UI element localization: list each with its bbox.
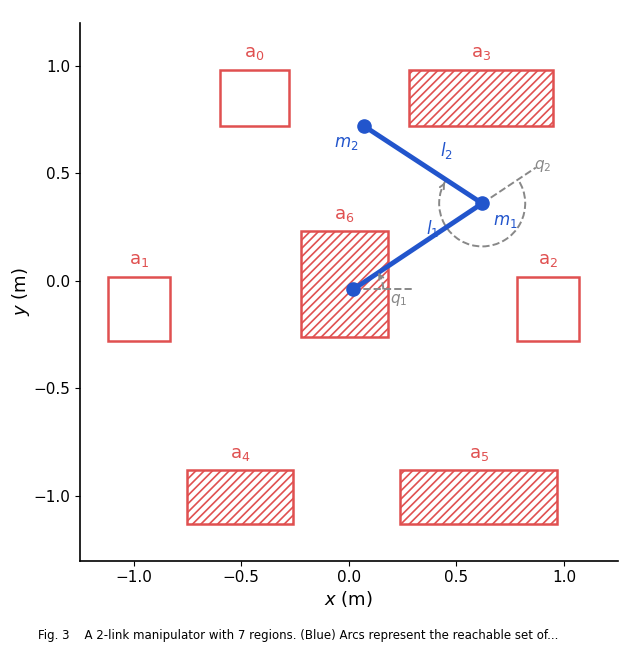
X-axis label: $x$ (m): $x$ (m) xyxy=(324,590,373,609)
Text: $l_2$: $l_2$ xyxy=(440,140,453,161)
Text: Fig. 3    A 2-link manipulator with 7 regions. (Blue) Arcs represent the reachab: Fig. 3 A 2-link manipulator with 7 regio… xyxy=(38,629,559,642)
Text: $\mathrm{a}_{1}$: $\mathrm{a}_{1}$ xyxy=(129,251,149,269)
Text: $\mathrm{a}_{3}$: $\mathrm{a}_{3}$ xyxy=(471,45,491,62)
Bar xyxy=(409,70,553,126)
Text: $\mathrm{a}_{0}$: $\mathrm{a}_{0}$ xyxy=(244,45,264,62)
Text: $m_1$: $m_1$ xyxy=(493,212,518,230)
Bar xyxy=(188,470,293,524)
Text: $\mathrm{a}_{6}$: $\mathrm{a}_{6}$ xyxy=(334,206,355,224)
Text: $\mathrm{a}_{4}$: $\mathrm{a}_{4}$ xyxy=(230,445,250,463)
Bar xyxy=(220,70,289,126)
Text: $q_2$: $q_2$ xyxy=(534,158,551,174)
Text: $m_2$: $m_2$ xyxy=(333,134,358,152)
Point xyxy=(359,121,369,131)
Y-axis label: $y$ (m): $y$ (m) xyxy=(10,267,32,316)
Text: $l_1$: $l_1$ xyxy=(426,218,439,238)
Text: $\mathrm{a}_{2}$: $\mathrm{a}_{2}$ xyxy=(538,251,558,269)
Point xyxy=(477,198,487,209)
Bar xyxy=(516,277,579,341)
Bar xyxy=(401,470,557,524)
Point xyxy=(348,284,358,295)
Bar xyxy=(301,231,388,337)
Bar xyxy=(108,277,170,341)
Text: $q_1$: $q_1$ xyxy=(390,292,407,308)
Text: $\mathrm{a}_{5}$: $\mathrm{a}_{5}$ xyxy=(469,445,489,463)
